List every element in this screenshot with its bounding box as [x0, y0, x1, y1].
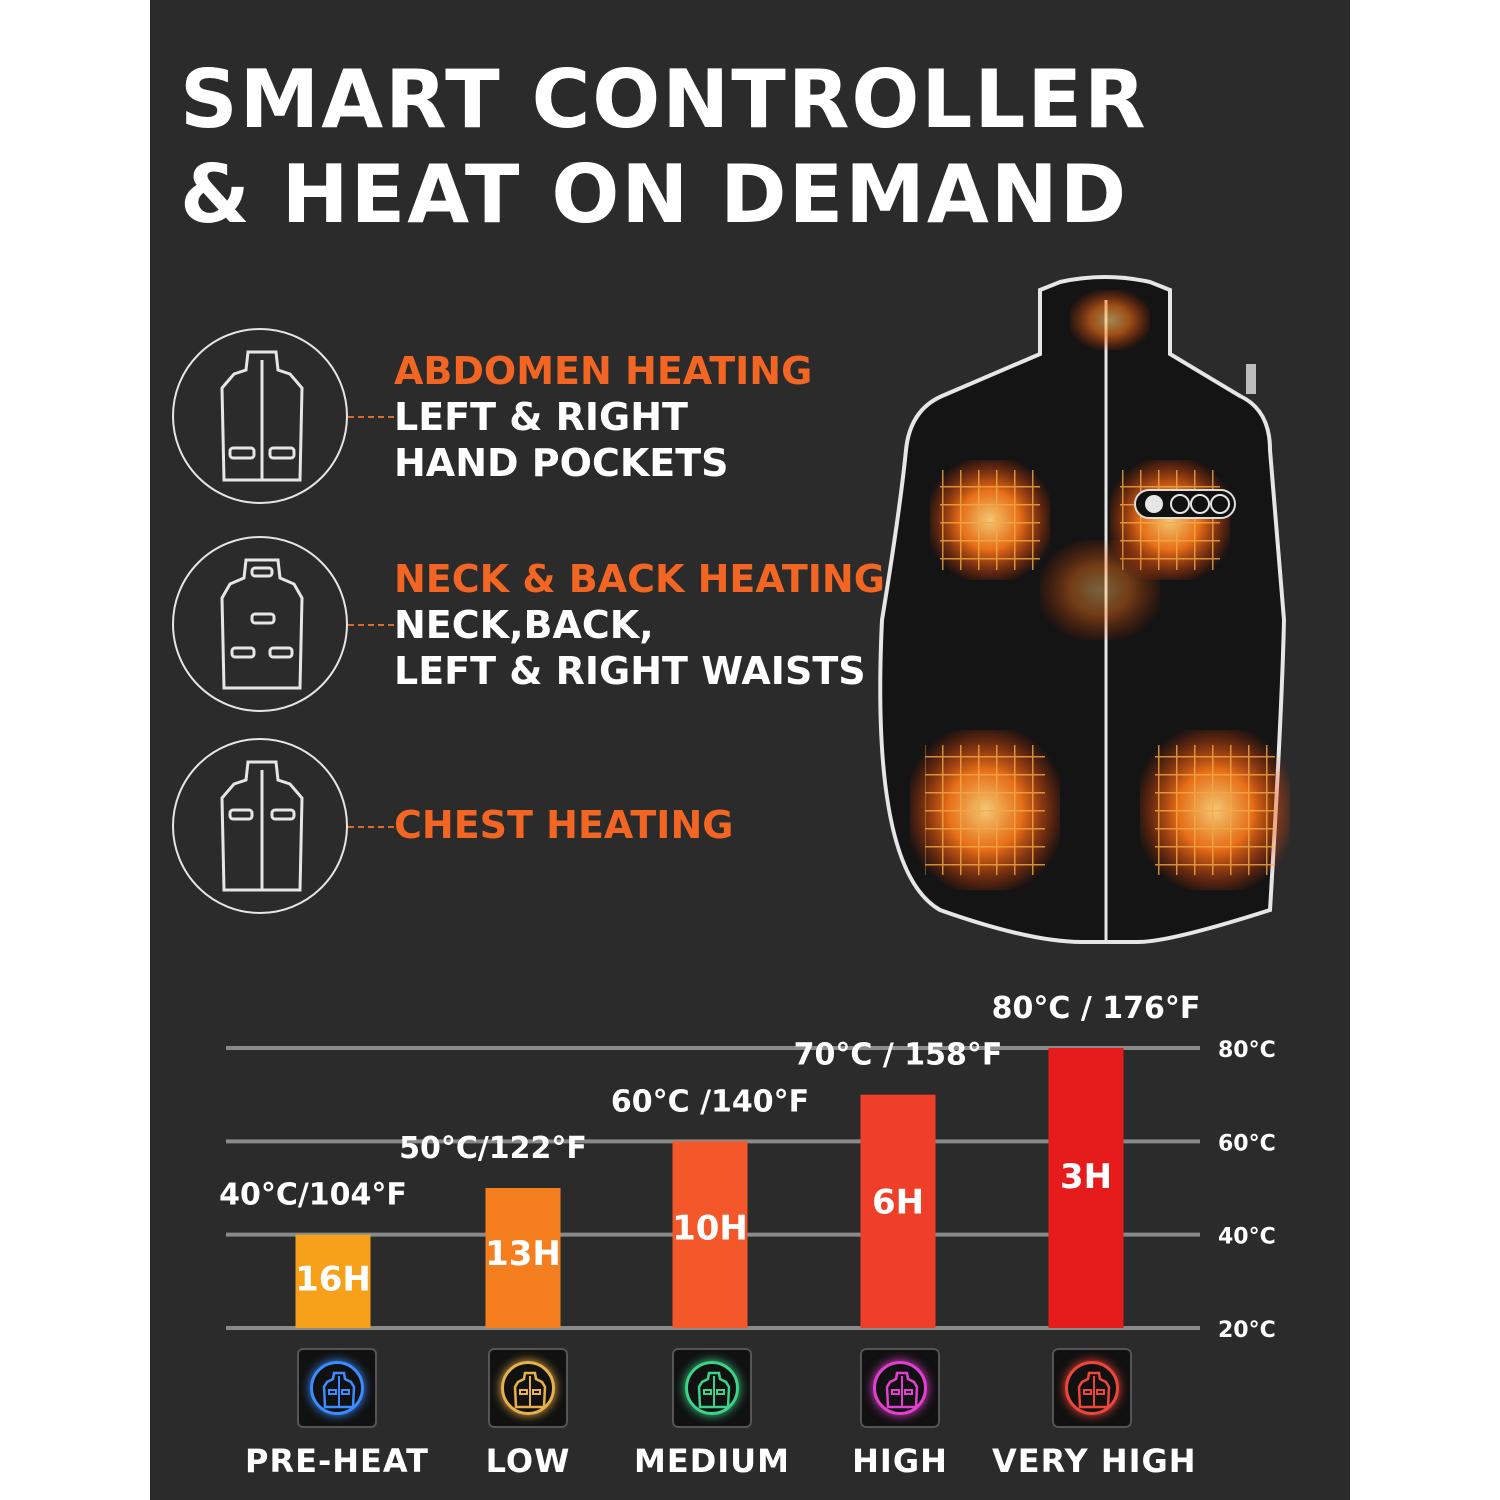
zone-heading: NECK & BACK HEATING — [394, 557, 885, 601]
vest-front-pockets-icon — [172, 328, 348, 504]
bar — [295, 1234, 371, 1328]
bar-value-label: 13H — [485, 1234, 561, 1274]
mode-item: HIGH — [800, 1348, 1000, 1480]
mode-item: MEDIUM — [612, 1348, 812, 1480]
bar-top-label: 60°C /140°F — [611, 1084, 809, 1119]
mode-label: VERY HIGH — [992, 1442, 1197, 1480]
bar-value-label: 10H — [672, 1208, 748, 1248]
bar-value-label: 3H — [1060, 1157, 1112, 1197]
connector-line — [348, 826, 394, 828]
mode-label: MEDIUM — [634, 1442, 790, 1480]
title-line-2: & HEAT ON DEMAND — [180, 148, 1129, 241]
vest-red-light-icon — [1052, 1348, 1132, 1428]
bar — [672, 1141, 748, 1328]
zone-detail-line: LEFT & RIGHT WAISTS — [394, 649, 866, 693]
vest-magenta-light-icon — [860, 1348, 940, 1428]
controller-logo — [1145, 495, 1163, 513]
connector-line — [348, 624, 394, 626]
bar — [860, 1094, 936, 1328]
neck-back-heating-zone: NECK & BACK HEATING NECK,BACK, LEFT & RI… — [172, 536, 892, 716]
product-info-panel: SMART CONTROLLER & HEAT ON DEMAND ABDOME… — [150, 0, 1350, 1500]
zone-heading: ABDOMEN HEATING — [394, 349, 813, 393]
bar-top-label: 50°C/122°F — [399, 1131, 587, 1166]
controller-button — [1134, 489, 1236, 519]
y-tick-label: 80°C — [1218, 1038, 1276, 1063]
vest-back-icon — [172, 536, 348, 712]
heated-vest-icon — [878, 275, 1290, 944]
bar-top-label: 80°C / 176°F — [992, 991, 1201, 1026]
abdomen-heating-zone: ABDOMEN HEATING LEFT & RIGHT HAND POCKET… — [172, 328, 892, 508]
vest-yellow-light-icon — [488, 1348, 568, 1428]
bar — [485, 1188, 561, 1328]
mode-label: PRE-HEAT — [245, 1442, 429, 1480]
chest-heating-zone: CHEST HEATING — [172, 738, 892, 918]
mode-item: PRE-HEAT — [237, 1348, 437, 1480]
y-tick-label: 40°C — [1218, 1225, 1276, 1250]
bar — [1048, 1048, 1124, 1328]
title-line-1: SMART CONTROLLER — [180, 53, 1148, 146]
zone-detail-line: HAND POCKETS — [394, 441, 729, 485]
vest-green-light-icon — [672, 1348, 752, 1428]
mode-label: HIGH — [852, 1442, 948, 1480]
vest-chest-icon — [172, 738, 348, 914]
zone-detail-line: NECK,BACK, — [394, 603, 654, 647]
heating-pad-neck — [1070, 290, 1150, 350]
temperature-bar-chart: 20°C 40°C 60°C 80°C 16H 40°C/104°F 13H 50°C/122… — [219, 991, 1276, 1343]
mode-item: LOW — [428, 1348, 628, 1480]
bar-value-label: 16H — [295, 1260, 371, 1300]
zone-detail-line: LEFT & RIGHT — [394, 395, 688, 439]
bar-top-label: 40°C/104°F — [219, 1178, 407, 1213]
y-tick-label: 20°C — [1218, 1318, 1276, 1343]
mode-item: VERY HIGH — [992, 1348, 1197, 1480]
connector-line — [348, 416, 394, 418]
bar-value-label: 6H — [872, 1183, 924, 1223]
zone-heading: CHEST HEATING — [394, 803, 734, 847]
bar-top-label: 70°C / 158°F — [794, 1038, 1003, 1073]
mode-label: LOW — [485, 1442, 571, 1480]
zipper-pull-icon — [1246, 364, 1256, 394]
heating-pad-back — [1040, 540, 1160, 640]
vest-blue-light-icon — [297, 1348, 377, 1428]
y-tick-label: 60°C — [1218, 1131, 1276, 1156]
